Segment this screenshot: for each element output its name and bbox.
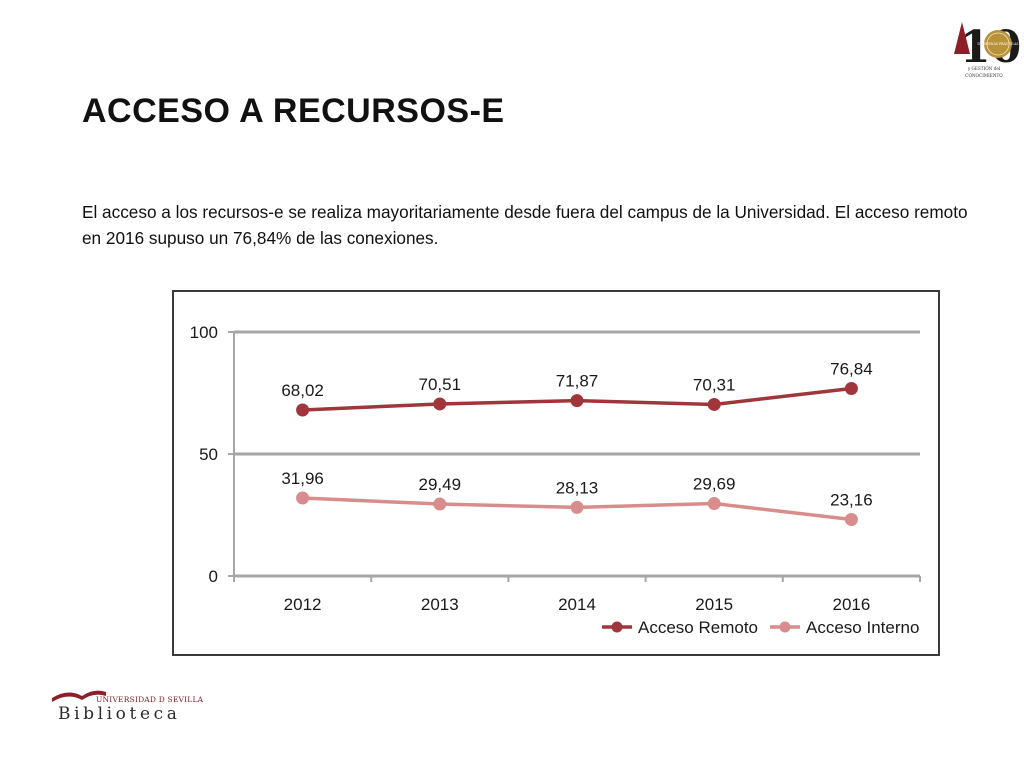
book-icon bbox=[52, 690, 106, 702]
data-label: 70,51 bbox=[419, 375, 462, 394]
data-point bbox=[570, 500, 584, 514]
anniversary-logo: 10 DE BUENAS PRÁCTICAS y GESTIÓN del CON… bbox=[950, 14, 1021, 84]
seal-icon bbox=[984, 30, 1012, 58]
slide-paragraph: El acceso a los recursos-e se realiza ma… bbox=[82, 202, 968, 248]
x-tick-label: 2014 bbox=[558, 595, 596, 614]
data-point bbox=[707, 397, 721, 411]
x-tick-label: 2016 bbox=[832, 595, 870, 614]
legend-label: Acceso Interno bbox=[806, 618, 919, 637]
data-label: 29,49 bbox=[419, 475, 462, 494]
anniversary-seal-text: DE BUENAS PRÁCTICAS bbox=[977, 41, 1018, 46]
ribbon-icon bbox=[954, 22, 970, 54]
data-label: 71,87 bbox=[556, 372, 599, 391]
y-tick-label: 100 bbox=[190, 323, 218, 342]
data-point bbox=[433, 397, 447, 411]
data-point bbox=[296, 403, 310, 417]
data-label: 23,16 bbox=[830, 490, 873, 509]
data-label: 28,13 bbox=[556, 478, 599, 497]
anniversary-caption-line2: CONOCIMIENTO bbox=[965, 73, 1003, 78]
y-tick-label: 50 bbox=[199, 445, 218, 464]
data-point bbox=[707, 497, 721, 511]
y-tick-label: 0 bbox=[209, 567, 218, 586]
legend-marker bbox=[611, 621, 623, 633]
legend-marker bbox=[779, 621, 791, 633]
chart-frame: 0 50 100 2012 2013 2014 2015 2016 68,02 70,51 71,8… bbox=[172, 290, 940, 656]
line-chart: 0 50 100 2012 2013 2014 2015 2016 68,02 70,51 71,8… bbox=[190, 323, 921, 637]
data-label: 76,84 bbox=[830, 360, 873, 379]
data-label: 29,69 bbox=[693, 475, 736, 494]
data-label: 68,02 bbox=[281, 381, 324, 400]
data-label: 70,31 bbox=[693, 375, 736, 394]
data-point bbox=[844, 512, 858, 526]
data-label: 31,96 bbox=[281, 469, 324, 488]
library-university: UNIVERSIDAD D SEVILLA bbox=[96, 695, 204, 704]
data-point bbox=[296, 491, 310, 505]
x-tick-label: 2012 bbox=[284, 595, 322, 614]
x-tick-label: 2013 bbox=[421, 595, 459, 614]
legend-label: Acceso Remoto bbox=[638, 618, 758, 637]
anniversary-caption-line1: y GESTIÓN del bbox=[967, 66, 1001, 71]
x-tick-label: 2015 bbox=[695, 595, 733, 614]
library-logo: UNIVERSIDAD D SEVILLA Biblioteca bbox=[48, 684, 203, 728]
slide-title: ACCESO A RECURSOS-E bbox=[82, 92, 505, 130]
library-name: Biblioteca bbox=[58, 704, 181, 724]
data-point bbox=[433, 497, 447, 511]
data-point bbox=[570, 394, 584, 408]
data-point bbox=[844, 382, 858, 396]
